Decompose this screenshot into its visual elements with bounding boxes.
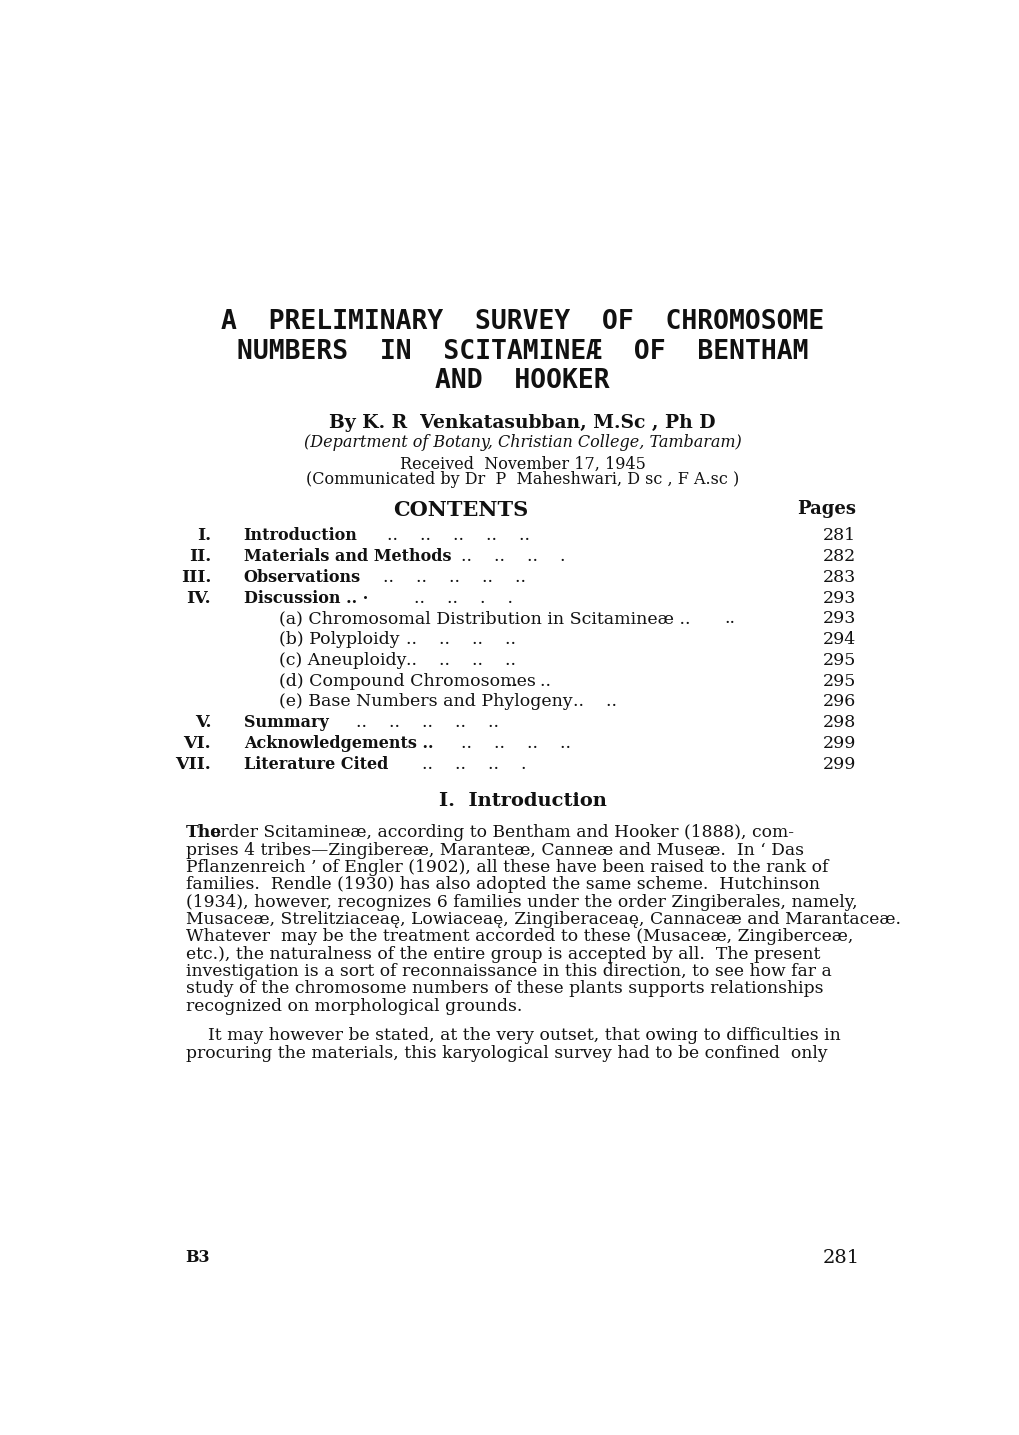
Text: ..: .. [723, 610, 735, 627]
Text: 293: 293 [821, 610, 855, 627]
Text: ..    ..    ..    ..: .. .. .. .. [461, 735, 571, 752]
Text: order Scitamineæ, according to Bentham and Hooker (1888), com-: order Scitamineæ, according to Bentham a… [210, 824, 794, 841]
Text: V.: V. [195, 715, 211, 732]
Text: (e) Base Numbers and Phylogeny: (e) Base Numbers and Phylogeny [278, 693, 572, 710]
Text: ..    ..: .. .. [506, 673, 550, 690]
Text: (c) Aneuploidy: (c) Aneuploidy [278, 651, 406, 669]
Text: Summary: Summary [244, 715, 328, 732]
Text: procuring the materials, this karyological survey had to be confined  only: procuring the materials, this karyologic… [185, 1045, 826, 1062]
Text: ..    ..    ..    ..: .. .. .. .. [407, 631, 516, 649]
Text: (a) Chromosomal Distribution in Scitamineæ ..: (a) Chromosomal Distribution in Scitamin… [278, 610, 690, 627]
Text: recognized on morphological grounds.: recognized on morphological grounds. [185, 997, 522, 1015]
Text: study of the chromosome numbers of these plants supports relationships: study of the chromosome numbers of these… [185, 980, 822, 997]
Text: I.: I. [197, 527, 211, 544]
Text: 294: 294 [822, 631, 855, 649]
Text: III.: III. [180, 568, 211, 585]
Text: ..    ..    ..    ..    ..: .. .. .. .. .. [383, 568, 526, 585]
Text: Received  November 17, 1945: Received November 17, 1945 [399, 455, 645, 472]
Text: 299: 299 [821, 735, 855, 752]
Text: A  PRELIMINARY  SURVEY  OF  CHROMOSOME: A PRELIMINARY SURVEY OF CHROMOSOME [221, 310, 823, 336]
Text: Pages: Pages [796, 501, 855, 518]
Text: 298: 298 [822, 715, 855, 732]
Text: Musaceæ, Strelitziaceaę, Lowiaceaę, Zingiberaceaę, Cannaceæ and Marantaceæ.: Musaceæ, Strelitziaceaę, Lowiaceaę, Zing… [185, 911, 900, 928]
Text: Observations: Observations [244, 568, 361, 585]
Text: 281: 281 [822, 527, 855, 544]
Text: ..    ..    ..    ..    ..: .. .. .. .. .. [356, 715, 498, 732]
Text: 299: 299 [821, 756, 855, 773]
Text: ..    ..: .. .. [573, 693, 616, 710]
Text: Introduction: Introduction [244, 527, 358, 544]
Text: (1934), however, recognizes 6 families under the order Zingiberales, namely,: (1934), however, recognizes 6 families u… [185, 894, 856, 911]
Text: 296: 296 [822, 693, 855, 710]
Text: (Communicated by Dr  P  Maheshwari, D sc , F A.sc ): (Communicated by Dr P Maheshwari, D sc ,… [306, 471, 739, 488]
Text: (Department of Botany, Christian College, Tambaram): (Department of Botany, Christian College… [304, 433, 741, 451]
Text: etc.), the naturalness of the entire group is accepted by all.  The present: etc.), the naturalness of the entire gro… [185, 946, 819, 963]
Text: Materials and Methods: Materials and Methods [244, 548, 450, 565]
Text: VI.: VI. [183, 735, 211, 752]
Text: ..    ..    .    .: .. .. . . [414, 590, 513, 607]
Text: Discussion .. ·: Discussion .. · [244, 590, 368, 607]
Text: B3: B3 [185, 1248, 210, 1266]
Text: 283: 283 [822, 568, 855, 585]
Text: (b) Polyploidy: (b) Polyploidy [278, 631, 398, 649]
Text: The: The [185, 824, 222, 841]
Text: II.: II. [189, 548, 211, 565]
Text: 281: 281 [822, 1248, 859, 1267]
Text: CONTENTS: CONTENTS [392, 501, 528, 521]
Text: By K. R  Venkatasubban, M.Sc , Ph D: By K. R Venkatasubban, M.Sc , Ph D [329, 413, 715, 432]
Text: ..    ..    ..    .: .. .. .. . [422, 756, 526, 773]
Text: AND  HOOKER: AND HOOKER [435, 367, 609, 393]
Text: I.  Introduction: I. Introduction [438, 792, 606, 809]
Text: (d) Compound Chromosomes: (d) Compound Chromosomes [278, 673, 535, 690]
Text: ..    ..    ..    ..    ..: .. .. .. .. .. [387, 527, 530, 544]
Text: 295: 295 [821, 673, 855, 690]
Text: VII.: VII. [175, 756, 211, 773]
Text: Literature Cited: Literature Cited [244, 756, 388, 773]
Text: 295: 295 [821, 651, 855, 669]
Text: IV.: IV. [186, 590, 211, 607]
Text: Whatever  may be the treatment accorded to these (Musaceæ, Zingiberceæ,: Whatever may be the treatment accorded t… [185, 928, 852, 946]
Text: 282: 282 [822, 548, 855, 565]
Text: families.  Rendle (1930) has also adopted the same scheme.  Hutchinson: families. Rendle (1930) has also adopted… [185, 877, 819, 894]
Text: prises 4 tribes—Zingibereæ, Maranteæ, Canneæ and Museæ.  In ‘ Das: prises 4 tribes—Zingibereæ, Maranteæ, Ca… [185, 842, 803, 858]
Text: 293: 293 [821, 590, 855, 607]
Text: ..    ..    ..    .: .. .. .. . [461, 548, 565, 565]
Text: NUMBERS  IN  SCITAMINEÆ  OF  BENTHAM: NUMBERS IN SCITAMINEÆ OF BENTHAM [236, 339, 808, 364]
Text: Acknowledgements ..: Acknowledgements .. [244, 735, 433, 752]
Text: It may however be stated, at the very outset, that owing to difficulties in: It may however be stated, at the very ou… [185, 1027, 840, 1045]
Text: investigation is a sort of reconnaissance in this direction, to see how far a: investigation is a sort of reconnaissanc… [185, 963, 830, 980]
Text: Pflanzenreich ’ of Engler (1902), all these have been raised to the rank of: Pflanzenreich ’ of Engler (1902), all th… [185, 860, 827, 875]
Text: ..    ..    ..    ..: .. .. .. .. [407, 651, 516, 669]
